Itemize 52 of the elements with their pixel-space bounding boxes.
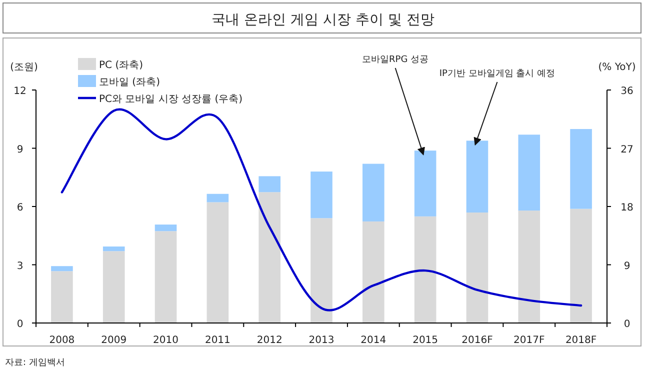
bar: [570, 208, 592, 323]
bar: [258, 176, 280, 192]
y2-tick-label: 18: [620, 202, 634, 214]
x-tick-label: 2018F: [565, 335, 597, 346]
bar: [310, 218, 332, 323]
y-tick-label: 12: [14, 86, 26, 97]
bar: [518, 210, 540, 323]
y2-tick-label: 27: [620, 144, 634, 156]
bar: [154, 224, 177, 232]
bar: [258, 192, 280, 323]
y-tick-label: 0: [16, 319, 24, 330]
x-tick-label: 2014: [360, 335, 386, 346]
y-axis-title: (조원): [10, 62, 38, 73]
bar: [570, 129, 592, 209]
chart-title: 국내 온라인 게임 시장 추이 및 전망: [212, 12, 434, 28]
y-tick-label: 6: [16, 202, 24, 214]
x-tick-label: 2008: [49, 335, 75, 346]
x-tick-label: 2017F: [514, 335, 545, 346]
x-tick-label: 2012: [256, 335, 282, 346]
x-tick-label: 2015: [412, 335, 438, 346]
y2-axis-title: (% YoY): [598, 62, 636, 73]
bar: [414, 150, 436, 216]
x-tick-label: 2010: [153, 335, 178, 346]
bar: [466, 140, 488, 213]
bar: [206, 202, 229, 323]
bar: [102, 251, 125, 323]
y-tick-label: 9: [16, 144, 24, 156]
bar: [102, 246, 125, 252]
legend-label: PC와 모바일 시장 성장률 (우축): [99, 94, 243, 105]
bar: [154, 231, 177, 323]
y2-tick-label: 0: [624, 319, 630, 330]
x-tick-label: 2013: [308, 335, 334, 346]
text: 자료: 게임백서: [5, 358, 65, 368]
x-tick-label: 2011: [204, 335, 230, 346]
legend-label: PC (좌축): [99, 60, 144, 71]
bar: [51, 266, 73, 272]
annotation: IP기반 모바일게임 출시 예정: [439, 69, 556, 79]
bar: [466, 212, 488, 323]
x-tick-label: 2009: [101, 335, 127, 346]
y2-tick-label: 9: [624, 260, 630, 272]
bar: [414, 216, 436, 323]
bar: [362, 221, 384, 323]
bar: [310, 172, 332, 218]
y-tick-label: 3: [16, 260, 24, 272]
annotation: 모바일RPG 성공: [362, 55, 429, 65]
x-tick-label: 2016F: [462, 335, 494, 346]
bar: [51, 271, 73, 323]
legend-label: 모바일 (좌축): [99, 77, 160, 88]
bar: [206, 194, 229, 202]
bar: [362, 164, 384, 222]
y2-tick-label: 36: [620, 86, 634, 97]
bar: [518, 134, 540, 211]
